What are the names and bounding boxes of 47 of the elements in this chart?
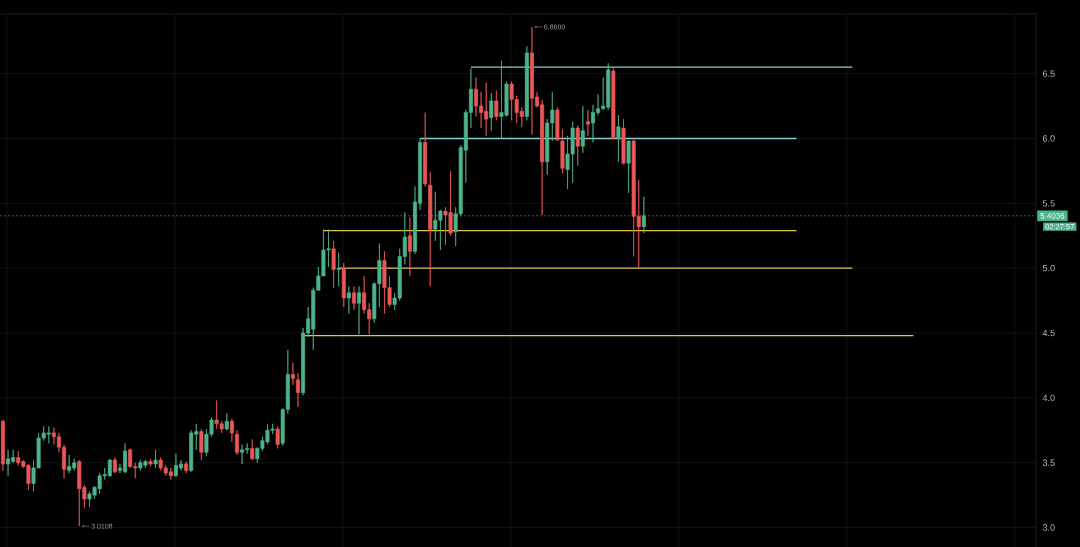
candlestick bbox=[275, 426, 280, 449]
candlestick bbox=[112, 457, 117, 474]
candlestick bbox=[148, 458, 153, 467]
candlestick bbox=[641, 196, 646, 234]
candlestick bbox=[626, 140, 631, 194]
candlestick bbox=[616, 114, 621, 163]
y-tick-label: 3.0 bbox=[1042, 524, 1055, 531]
candlestick bbox=[555, 107, 560, 142]
candlestick bbox=[357, 285, 361, 335]
candlestick bbox=[336, 252, 341, 287]
candlestick bbox=[524, 46, 529, 121]
candlestick bbox=[351, 285, 356, 311]
candlestick bbox=[585, 109, 590, 137]
candlestick bbox=[199, 428, 204, 461]
candlestick bbox=[229, 418, 234, 443]
candlestick bbox=[250, 439, 255, 461]
candlestick bbox=[296, 372, 300, 408]
candlestick bbox=[184, 461, 189, 474]
candlestick bbox=[494, 90, 499, 121]
candlestick bbox=[560, 129, 565, 174]
y-tick-label: 6.0 bbox=[1042, 135, 1055, 142]
y-tick-label: 5.0 bbox=[1042, 264, 1055, 272]
y-tick-label: 5.5 bbox=[1042, 200, 1055, 207]
ref-line-label: 5.4036 bbox=[1040, 213, 1065, 219]
candlestick bbox=[153, 449, 158, 469]
y-tick-label: 4.0 bbox=[1042, 394, 1055, 402]
candlestick bbox=[224, 413, 229, 431]
candlestick bbox=[67, 454, 72, 474]
candlestick bbox=[428, 171, 433, 287]
y-tick-label: 4.5 bbox=[1042, 329, 1055, 337]
candlestick bbox=[346, 285, 351, 314]
candlestick bbox=[407, 217, 412, 277]
candlestick bbox=[489, 92, 494, 132]
candlestick bbox=[240, 444, 245, 465]
candlestick bbox=[290, 362, 295, 386]
y-tick-label: 6.5 bbox=[1042, 70, 1055, 77]
candlestick bbox=[6, 449, 11, 477]
candlestick bbox=[575, 125, 580, 167]
candlestick bbox=[331, 240, 336, 288]
candlestick bbox=[621, 118, 626, 165]
candlestick bbox=[580, 105, 585, 154]
candlestick bbox=[611, 68, 616, 141]
candlestick bbox=[234, 429, 239, 456]
candlestick bbox=[341, 262, 346, 308]
y-tick-label: 3.5 bbox=[1042, 459, 1055, 466]
candlestick bbox=[1, 419, 5, 471]
candlestick bbox=[423, 112, 428, 187]
